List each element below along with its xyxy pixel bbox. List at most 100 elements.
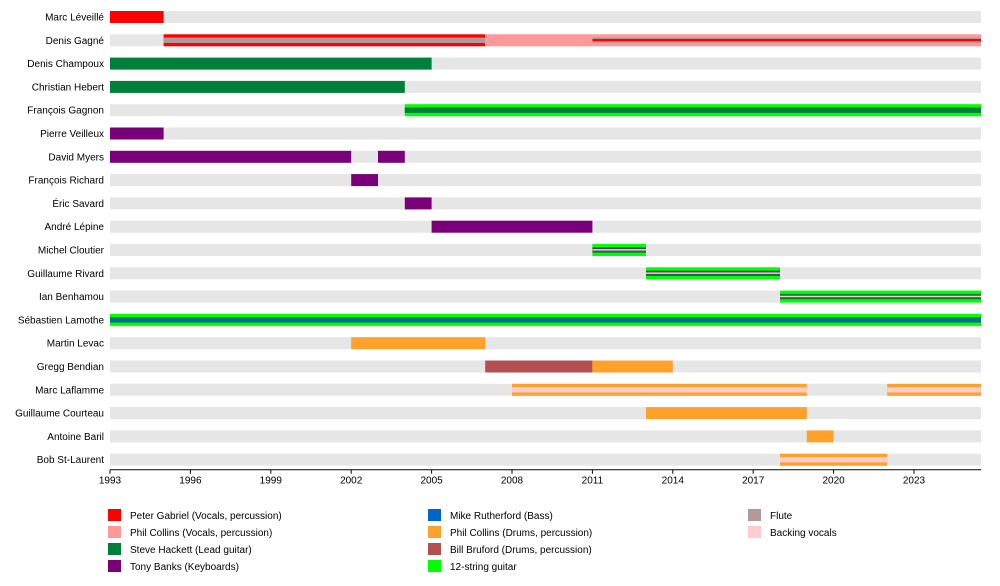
x-tick-label: 1996	[179, 476, 202, 487]
x-tick-label: 2020	[822, 476, 845, 487]
x-tick-label: 2005	[420, 476, 443, 487]
member-bar	[485, 360, 593, 373]
row-background	[110, 337, 981, 350]
legend-swatch	[108, 526, 121, 538]
member-bar	[431, 220, 593, 233]
member-bar	[592, 360, 673, 373]
legend-label: 12-string guitar	[450, 562, 517, 573]
member-bar	[351, 174, 378, 187]
member-row: Denis Champoux	[27, 57, 981, 70]
legend-item: Peter Gabriel (Vocals, percussion)	[108, 509, 282, 522]
legend-swatch	[428, 543, 441, 555]
member-row: David Myers	[48, 150, 981, 163]
member-bar	[378, 150, 405, 163]
x-axis: 1993 1996 1999 2002 2005 2008 2011 2014 2017 2020…	[99, 469, 981, 487]
member-row: Marc Léveillé	[45, 11, 981, 24]
legend-item: Backing vocals	[748, 526, 837, 539]
legend-item: Tony Banks (Keyboards)	[108, 560, 239, 573]
member-bar	[404, 197, 432, 210]
member-bar	[110, 11, 164, 23]
legend-swatch	[108, 543, 121, 555]
member-row: Guillaume Courteau	[15, 407, 981, 420]
legend-item: Bill Bruford (Drums, percussion)	[428, 543, 592, 556]
member-bar	[110, 80, 405, 93]
member-name: Sébastien Lamothe	[18, 315, 105, 326]
member-row: Gregg Bendian	[37, 360, 981, 373]
legend: Peter Gabriel (Vocals, percussion) Phil C…	[108, 509, 837, 573]
member-name: Denis Champoux	[27, 59, 104, 70]
member-row: Sébastien Lamothe	[18, 313, 981, 326]
member-name: Pierre Veilleux	[40, 129, 104, 140]
legend-label: Phil Collins (Drums, percussion)	[450, 528, 592, 539]
row-background	[110, 407, 981, 420]
row-background	[110, 11, 981, 23]
member-name: Marc Léveillé	[45, 13, 104, 24]
legend-swatch	[428, 560, 441, 572]
x-tick-label: 2008	[501, 476, 524, 487]
x-tick-label: 1999	[260, 476, 283, 487]
member-bar	[110, 150, 352, 163]
member-row: Denis Gagné	[46, 34, 981, 47]
legend-swatch	[748, 509, 761, 521]
member-rows: Marc Léveillé Denis Gagné Denis Champoux Ch…	[15, 11, 981, 466]
legend-item: Mike Rutherford (Bass)	[428, 509, 553, 522]
row-background	[110, 197, 981, 210]
member-row: Christian Hebert	[32, 80, 981, 93]
member-name: Bob St-Laurent	[37, 455, 104, 466]
member-name: Antoine Baril	[47, 432, 104, 443]
legend-item: Flute	[748, 509, 793, 522]
row-background	[110, 127, 981, 140]
member-bar-stripe	[592, 249, 646, 251]
legend-label: Steve Hackett (Lead guitar)	[130, 545, 252, 556]
member-bar	[110, 57, 432, 70]
x-tick-label: 2002	[340, 476, 363, 487]
member-name: Gregg Bendian	[37, 362, 104, 373]
member-row: Guillaume Rivard	[27, 267, 981, 280]
member-row: Éric Savard	[52, 197, 981, 210]
legend-swatch	[428, 526, 441, 538]
member-bar-stripe	[646, 272, 780, 274]
row-background	[110, 290, 981, 303]
member-name: Guillaume Rivard	[27, 269, 104, 280]
member-row: Antoine Baril	[47, 430, 981, 443]
member-name: Ian Benhamou	[39, 292, 104, 303]
member-bar-stripe	[163, 37, 486, 43]
member-row: François Richard	[28, 174, 981, 187]
member-row: Pierre Veilleux	[40, 127, 981, 140]
member-bar-stripe	[110, 318, 981, 321]
x-tick-label: 2017	[742, 476, 765, 487]
x-tick-label: 1993	[99, 476, 122, 487]
legend-swatch	[108, 560, 121, 572]
member-row: Marc Laflamme	[35, 383, 981, 396]
row-background	[110, 174, 981, 187]
member-row: Bob St-Laurent	[37, 453, 981, 466]
legend-item: 12-string guitar	[428, 560, 517, 573]
legend-item: Phil Collins (Drums, percussion)	[428, 526, 592, 539]
member-name: Christian Hebert	[32, 82, 104, 93]
member-row: Michel Cloutier	[38, 244, 981, 257]
legend-label: Tony Banks (Keyboards)	[130, 562, 239, 573]
legend-swatch	[748, 526, 761, 538]
member-name: François Richard	[28, 176, 104, 187]
member-bar	[485, 34, 593, 47]
x-tick-label: 2011	[582, 476, 604, 487]
member-row: André Lépine	[45, 220, 981, 233]
member-name: Guillaume Courteau	[15, 409, 104, 420]
member-bar	[351, 337, 486, 350]
legend-swatch	[108, 509, 121, 521]
member-name: Martin Levac	[47, 339, 104, 350]
member-row: François Gagnon	[27, 104, 981, 117]
row-background	[110, 453, 981, 466]
member-name: André Lépine	[45, 222, 105, 233]
member-bar-stripe	[592, 38, 981, 42]
member-bar-stripe	[780, 457, 888, 463]
member-bar	[646, 407, 807, 420]
legend-item: Steve Hackett (Lead guitar)	[108, 543, 252, 556]
member-name: Denis Gagné	[46, 36, 105, 47]
row-background	[110, 267, 981, 280]
member-name: Michel Cloutier	[38, 246, 105, 257]
member-bar-stripe	[404, 107, 981, 113]
member-bar-stripe	[887, 387, 981, 393]
member-bar-stripe	[512, 387, 807, 393]
